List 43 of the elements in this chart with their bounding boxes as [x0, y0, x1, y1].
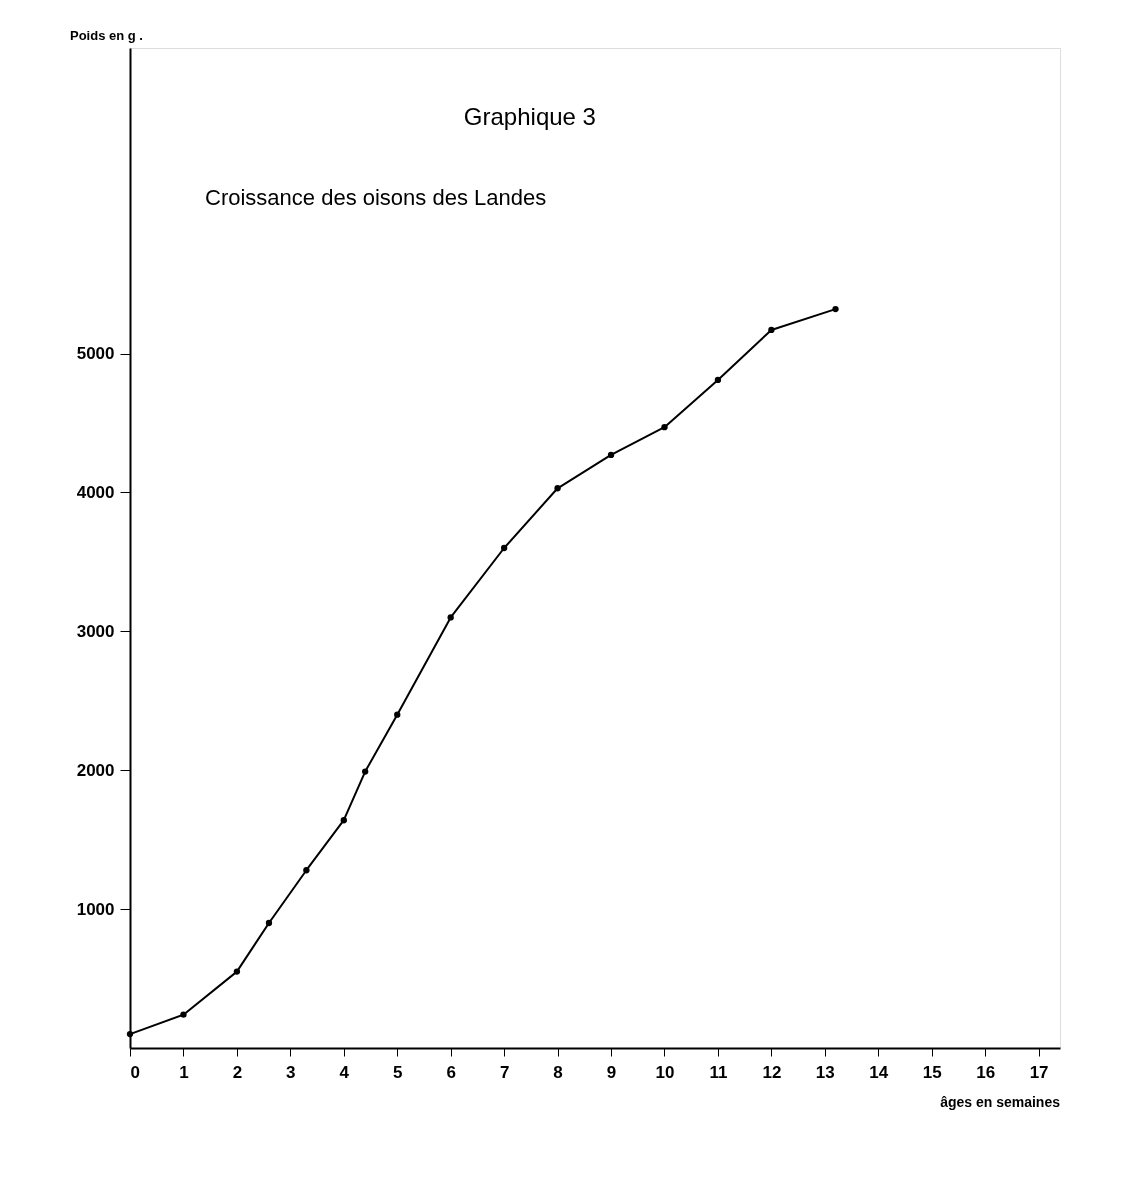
x-tick-label: 7 [499, 1062, 510, 1082]
point [180, 1011, 187, 1018]
x-tick-label: 10 [655, 1062, 675, 1082]
point [265, 919, 273, 927]
point [661, 424, 668, 431]
x-tick-label: 3 [286, 1062, 296, 1082]
point [714, 376, 722, 384]
point [768, 326, 775, 334]
text: Croissance des oisons des Landes [205, 185, 547, 210]
point [832, 305, 839, 313]
point [303, 867, 310, 874]
y-tick-label: 3000 [76, 621, 115, 641]
x-tick-label: 1 [179, 1062, 189, 1082]
x-tick-label: 6 [446, 1062, 456, 1082]
x-tick-label: 11 [709, 1062, 728, 1082]
x-tick-label: 17 [1029, 1062, 1049, 1082]
x-tick-label: 16 [976, 1062, 996, 1082]
y-tick-label: 5000 [76, 344, 115, 364]
point [447, 614, 454, 621]
x-tick-label: 4 [339, 1062, 350, 1082]
point [233, 968, 241, 975]
x-tick-label: 5 [393, 1062, 403, 1082]
point [500, 544, 508, 552]
x-tick-label: 15 [922, 1062, 942, 1082]
x-tick-label: 13 [815, 1062, 835, 1082]
y-tick-label: 4000 [76, 482, 115, 502]
x-tick-label: 14 [869, 1062, 889, 1082]
x-tick-label: 8 [553, 1062, 563, 1082]
point [394, 711, 401, 718]
y-axis-title: Poids en g . [70, 28, 143, 43]
x-axis-title: âges en semaines [940, 1094, 1061, 1110]
point [340, 817, 347, 824]
y-tick-label: 1000 [76, 899, 115, 919]
x-tick-label: 2 [232, 1062, 243, 1082]
x-tick-label: 9 [606, 1062, 617, 1082]
text: Graphique 3 [463, 103, 596, 130]
x-tick-label: 12 [762, 1062, 782, 1082]
point [362, 768, 369, 775]
x-tick-label: 0 [130, 1062, 140, 1082]
point [607, 451, 615, 459]
y-tick-label: 2000 [76, 760, 115, 780]
point [126, 1030, 134, 1038]
point [554, 485, 561, 492]
